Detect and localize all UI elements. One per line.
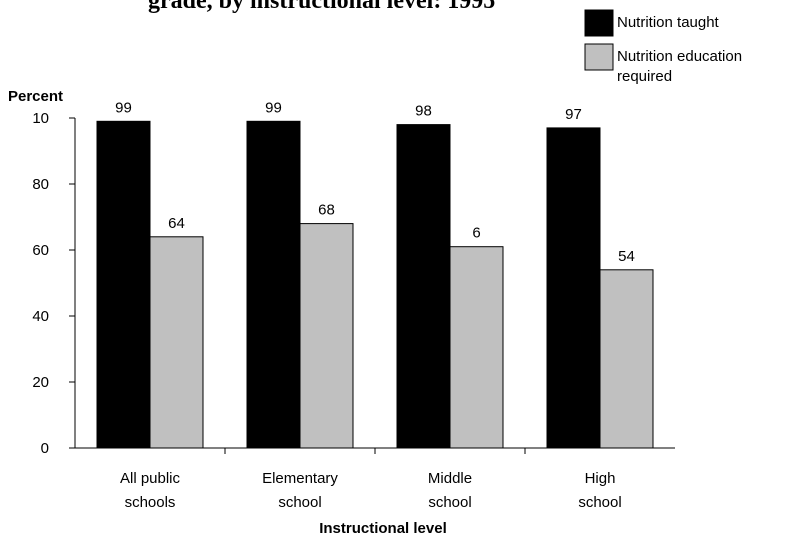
- bar-nutrition-taught: [96, 120, 151, 449]
- legend-swatch: [584, 43, 614, 71]
- data-label: 98: [415, 103, 432, 120]
- y-tick-label: 10: [32, 110, 49, 127]
- x-tick-label: school: [428, 494, 471, 511]
- x-tick-label: Middle: [428, 470, 472, 487]
- bar-nutrition-taught: [246, 120, 301, 449]
- data-label: 64: [168, 215, 185, 232]
- legend-label: required: [617, 68, 672, 85]
- y-tick-label: 40: [32, 308, 49, 325]
- data-label: 68: [318, 202, 335, 219]
- x-tick-label: school: [578, 494, 621, 511]
- y-axis-title: Percent: [8, 88, 63, 105]
- data-label: 97: [565, 106, 582, 123]
- x-tick-label: schools: [125, 494, 176, 511]
- data-label: 6: [472, 225, 480, 242]
- data-label: 54: [618, 248, 635, 265]
- x-axis-title: Instructional level: [319, 520, 447, 537]
- y-tick-label: 80: [32, 176, 49, 193]
- legend-label: Nutrition education: [617, 48, 742, 65]
- y-tick-label: 0: [41, 440, 49, 457]
- plot-area: 0 20 40 60 80 10 99 64 All public schools 99 68 Elem…: [32, 99, 675, 511]
- x-tick-label: Elementary: [262, 470, 338, 487]
- legend-label: Nutrition taught: [617, 14, 720, 31]
- y-tick-label: 20: [32, 374, 49, 391]
- chart-title: grade, by instructional level: 1995: [148, 0, 495, 14]
- bar-nutrition-required: [449, 246, 504, 449]
- data-label: 99: [265, 99, 282, 116]
- bar-nutrition-taught: [396, 124, 451, 449]
- bar-nutrition-taught: [546, 127, 601, 449]
- bar-nutrition-required: [599, 269, 654, 449]
- data-label: 99: [115, 99, 132, 116]
- bar-nutrition-required: [299, 223, 354, 449]
- legend: Nutrition taught Nutrition education requi…: [584, 9, 742, 85]
- legend-swatch: [584, 9, 614, 37]
- x-tick-label: All public: [120, 470, 181, 487]
- bar-nutrition-required: [149, 236, 204, 449]
- x-tick-label: school: [278, 494, 321, 511]
- y-tick-label: 60: [32, 242, 49, 259]
- x-tick-label: High: [585, 470, 616, 487]
